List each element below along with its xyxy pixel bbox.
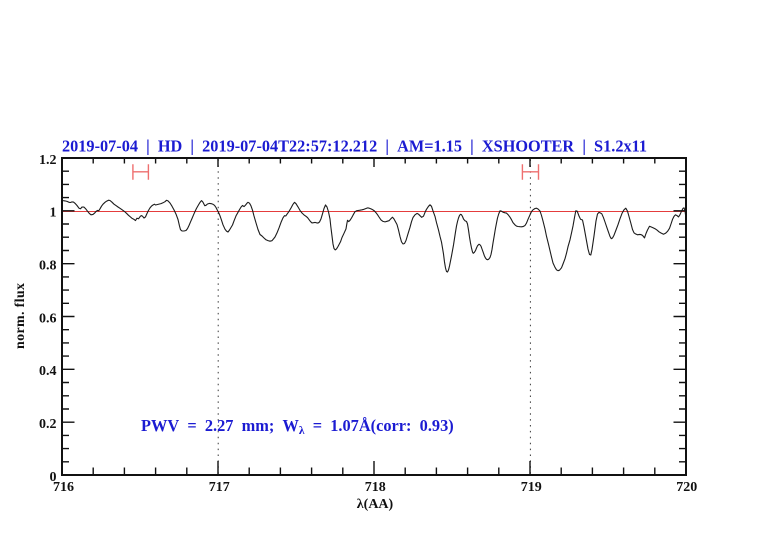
svg-text:717: 717 (209, 480, 230, 495)
svg-text:719: 719 (521, 480, 542, 495)
svg-text:norm. flux: norm. flux (13, 283, 28, 349)
svg-text:716: 716 (53, 480, 74, 495)
svg-text:1.2: 1.2 (39, 153, 57, 168)
svg-text:PWV = 2.27 mm; Wλ = 1.07: PWV = 2.27 mm; Wλ = 1.07Å(corr: 0.93) (141, 416, 454, 437)
svg-text:0: 0 (50, 470, 57, 485)
svg-text:2019-07-04 | HD | 2019-07-: 2019-07-04 | HD | 2019-07-04T22:57:12.21… (62, 137, 647, 156)
svg-text:720: 720 (676, 480, 697, 495)
svg-text:0.8: 0.8 (39, 259, 57, 274)
svg-text:λ(AA): λ(AA) (357, 497, 394, 512)
svg-text:0.2: 0.2 (39, 417, 57, 432)
svg-text:0.4: 0.4 (39, 364, 57, 379)
svg-text:0.6: 0.6 (39, 311, 57, 326)
svg-text:718: 718 (365, 480, 386, 495)
svg-text:1: 1 (50, 206, 57, 221)
